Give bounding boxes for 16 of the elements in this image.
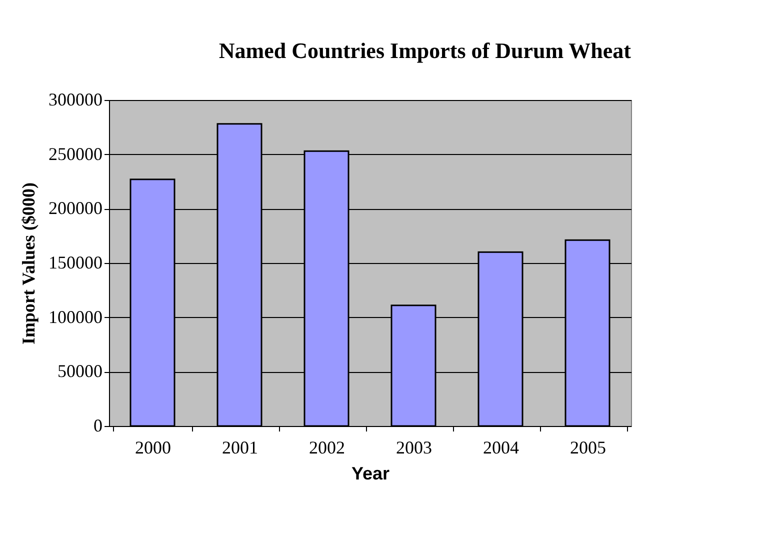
y-tick-label: 250000 [48, 144, 102, 164]
x-tick-label: 2002 [309, 438, 345, 458]
y-tick-label: 200000 [48, 198, 102, 218]
x-tick-label: 2005 [570, 438, 606, 458]
x-tick-label: 2000 [135, 438, 171, 458]
x-axis-title: Year [351, 464, 390, 484]
y-tick-label: 150000 [48, 252, 102, 272]
y-axis-title: Import Values ($000) [18, 182, 38, 345]
x-tick-label: 2001 [222, 438, 258, 458]
chart-title: Named Countries Imports of Durum Wheat [218, 38, 632, 63]
y-tick-label: 100000 [48, 306, 102, 327]
y-tick-label: 50000 [58, 361, 102, 382]
y-tick-label: 300000 [48, 90, 102, 110]
x-tick-label: 2003 [396, 438, 432, 458]
x-tick-label: 2004 [483, 438, 519, 458]
y-tick-label: 0 [94, 416, 102, 436]
